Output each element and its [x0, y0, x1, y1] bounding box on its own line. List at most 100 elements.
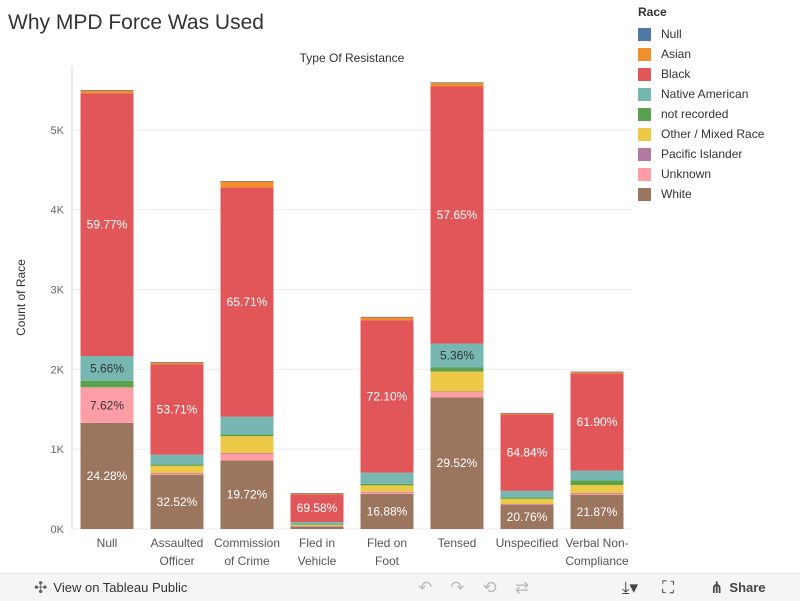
bar-segment [80, 387, 134, 423]
legend-item[interactable]: Asian [638, 44, 798, 64]
bar-segment [290, 525, 344, 527]
bar-segment [360, 320, 414, 473]
bar-segment [220, 436, 274, 454]
legend-item[interactable]: White [638, 184, 798, 204]
legend-item[interactable]: Pacific Islander [638, 144, 798, 164]
y-tick-label: 3K [51, 285, 65, 297]
bar-segment [220, 416, 274, 435]
bar-segment [430, 82, 484, 83]
legend-label: Asian [661, 47, 692, 61]
data-label: 24.28% [87, 469, 128, 483]
legend-label: Other / Mixed Race [661, 127, 765, 141]
view-on-tableau-link[interactable]: ✣ View on Tableau Public [34, 578, 187, 598]
share-button[interactable]: ⋔ Share [710, 578, 766, 598]
bar-segment [150, 473, 204, 474]
bar-segment [80, 89, 134, 91]
legend-item[interactable]: Native American [638, 84, 798, 104]
bar-segment [80, 90, 134, 94]
legend-label: Black [661, 67, 691, 81]
legend-label: Pacific Islander [661, 147, 743, 161]
bar-segment [290, 493, 344, 494]
legend-label: Unknown [661, 167, 712, 181]
legend-item[interactable]: Other / Mixed Race [638, 124, 798, 144]
bar-segment [500, 414, 554, 491]
legend-swatch [638, 147, 651, 161]
legend-swatch [638, 187, 651, 201]
legend-item[interactable]: not recorded [638, 104, 798, 124]
bar-segment [500, 413, 554, 415]
bar-segment [430, 367, 484, 372]
bar-segment [220, 181, 274, 182]
bar-segment [290, 526, 344, 529]
x-tick-label: Verbal Non- [565, 536, 628, 550]
bar-segment [500, 412, 554, 414]
bar-segment [570, 371, 624, 374]
data-label: 72.10% [367, 389, 408, 403]
y-axis-label: Count of Race [14, 259, 28, 336]
bar-segment [430, 86, 484, 344]
x-tick-label: Unspecified [496, 536, 559, 550]
bar-segment [150, 362, 204, 363]
data-label: 32.52% [157, 495, 198, 509]
bar-segment [360, 316, 414, 318]
data-label: 61.90% [577, 415, 618, 429]
bar-segment [430, 343, 484, 368]
data-label: 21.87% [577, 505, 618, 519]
bar-segment [430, 82, 484, 87]
undo-icon[interactable]: ↶ [418, 577, 433, 597]
y-tick-label: 4K [51, 205, 65, 217]
data-label: 53.71% [157, 403, 198, 417]
bar-segment [150, 364, 204, 455]
legend-label: White [661, 187, 692, 201]
bar-segment [430, 391, 484, 398]
redo-icon[interactable]: ↷ [450, 577, 465, 597]
fullscreen-icon[interactable]: ⛶ [662, 577, 674, 597]
chart-title: Why MPD Force Was Used [8, 11, 264, 34]
revert-icon[interactable]: ⟲ [482, 577, 497, 597]
data-label: 16.88% [367, 504, 408, 518]
x-tick-label: Foot [375, 554, 400, 568]
data-label: 69.58% [297, 501, 338, 515]
bar-segment [570, 470, 624, 481]
legend-label: not recorded [661, 107, 729, 121]
data-label: 7.62% [90, 398, 124, 412]
legend-item[interactable]: Unknown [638, 164, 798, 184]
download-icon[interactable]: ⤓▾ [622, 577, 639, 597]
y-tick-label: 2K [51, 364, 65, 376]
legend-swatch [638, 27, 651, 41]
column-header: Type Of Resistance [300, 51, 405, 65]
legend-item[interactable]: Black [638, 64, 798, 84]
x-tick-label: Commission [214, 536, 280, 550]
x-tick-label: Assaulted [151, 536, 204, 550]
bar-segment [500, 498, 554, 505]
legend-swatch [638, 87, 651, 101]
x-tick-label: of Crime [224, 554, 270, 568]
bar-segment [430, 391, 484, 393]
bar-segment [150, 464, 204, 466]
legend-label: Native American [661, 87, 749, 101]
bar-segment [80, 356, 134, 381]
bar-segment [570, 493, 624, 495]
bar-segment [80, 93, 134, 357]
bar-segment [220, 181, 274, 188]
bar-segment [430, 371, 484, 392]
x-tick-label: Null [97, 536, 118, 550]
bar-segment [570, 492, 624, 494]
legend-label: Null [661, 27, 682, 41]
bar-segment [220, 453, 274, 454]
bar-segment [360, 491, 414, 494]
bar-segment [290, 493, 344, 495]
x-tick-label: Vehicle [298, 554, 337, 568]
bar-segment [570, 480, 624, 486]
tableau-logo-icon: ✣ [34, 579, 48, 597]
refresh-icon[interactable]: ⇄ [514, 577, 529, 597]
legend-item[interactable]: Null [638, 24, 798, 44]
bar-segment [570, 373, 624, 471]
bar-segment [360, 493, 414, 529]
bar-segment [220, 434, 274, 437]
legend-swatch [638, 47, 651, 61]
bar-segment [290, 521, 344, 524]
data-label: 20.76% [507, 510, 548, 524]
bar-segment [360, 316, 414, 321]
bar-segment [500, 504, 554, 505]
